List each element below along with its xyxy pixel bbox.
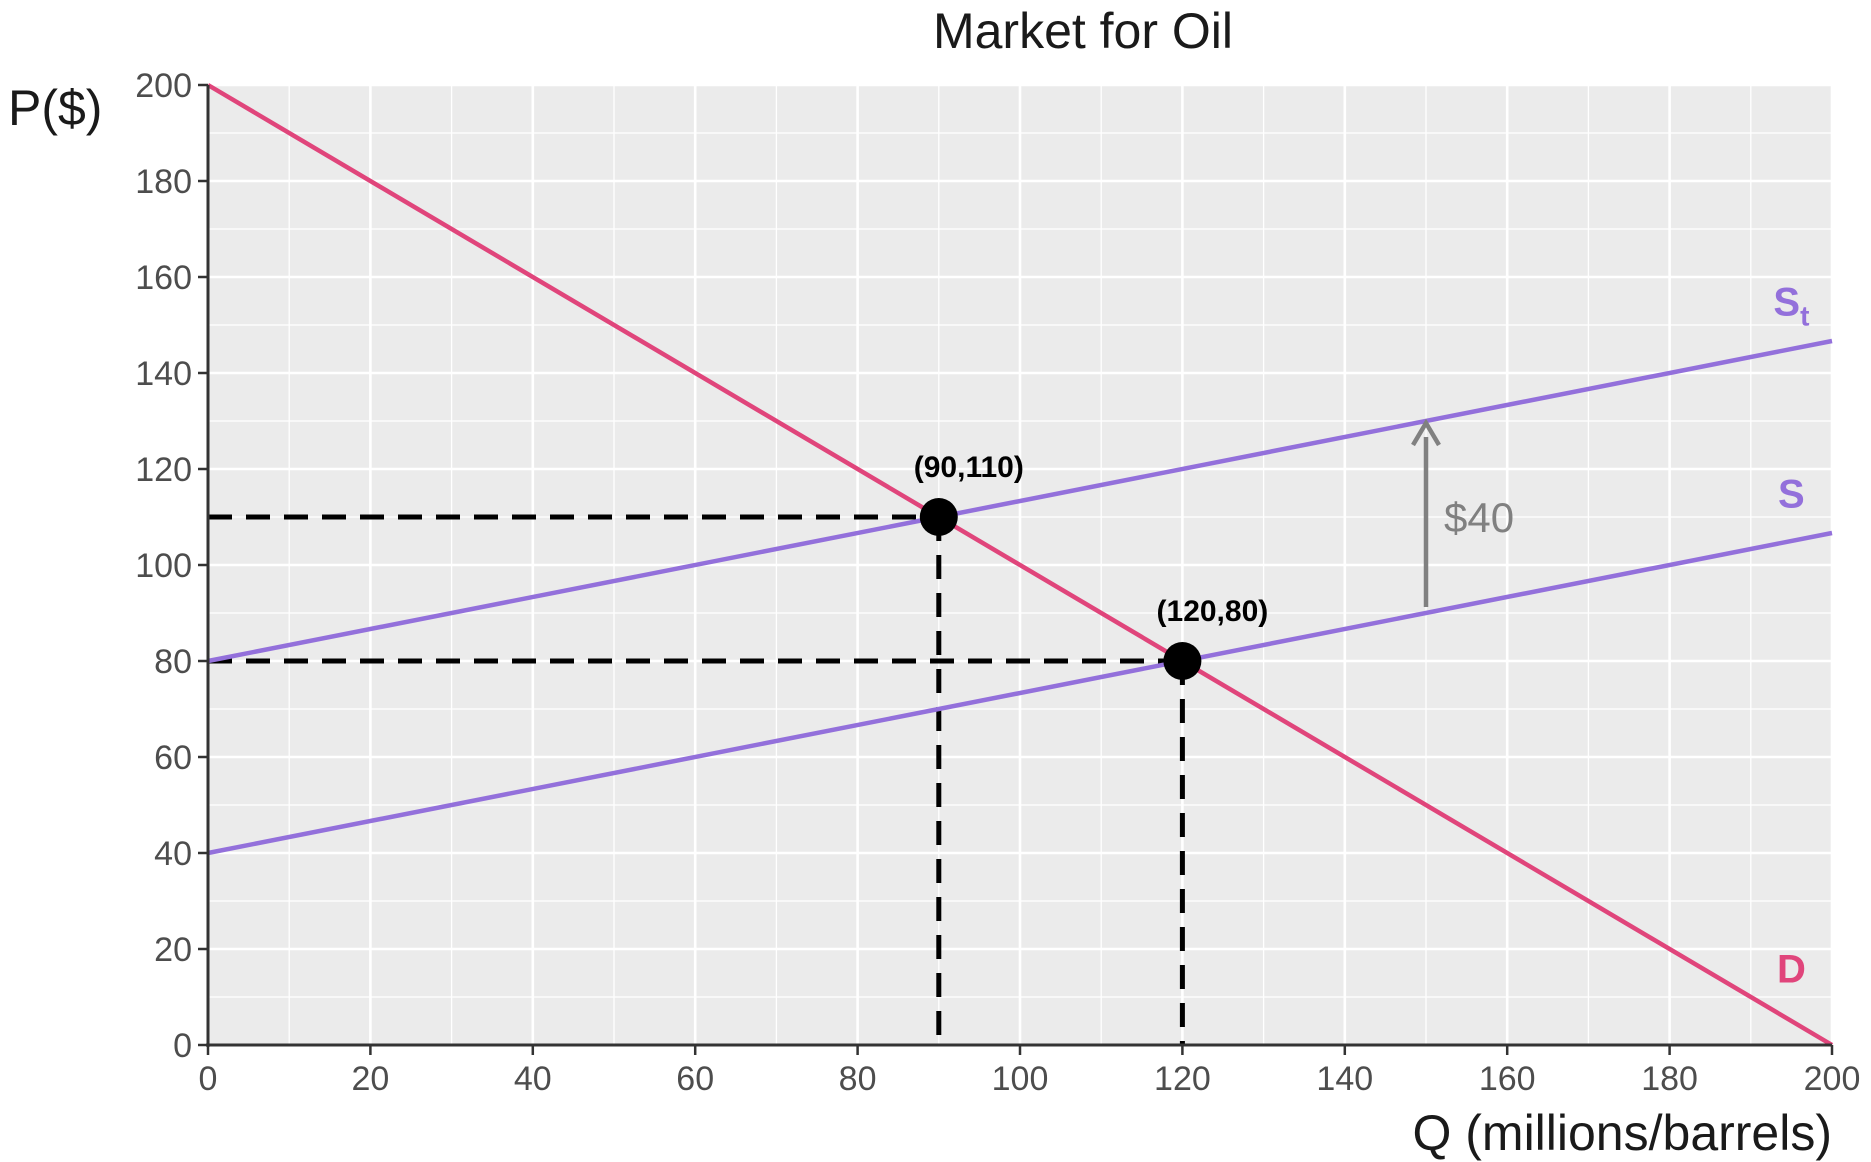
curve-label-st: St (1773, 280, 1809, 331)
x-tick-label: 160 (1479, 1060, 1536, 1098)
y-tick-label: 160 (135, 259, 192, 297)
y-tick-label: 100 (135, 547, 192, 585)
x-tick-label: 40 (514, 1060, 552, 1098)
supply-demand-curves: St S D (206, 83, 1834, 1047)
x-tick-label: 20 (351, 1060, 389, 1098)
y-axis-ticks: 0 20 40 60 80 100 120 140 160 180 200 (135, 67, 208, 1065)
y-tick-label: 140 (135, 355, 192, 393)
y-tick-label: 0 (173, 1027, 192, 1065)
shift-arrow-head (1411, 418, 1441, 447)
x-tick-label: 0 (199, 1060, 218, 1098)
y-tick-label: 20 (154, 931, 192, 969)
y-tick-label: 80 (154, 643, 192, 681)
x-tick-label: 120 (1154, 1060, 1211, 1098)
equilibrium-guide-lines (208, 514, 1185, 1045)
curve-st (207, 338, 1833, 664)
major-gridlines (206, 83, 1834, 1047)
y-tick-label: 60 (154, 739, 192, 777)
y-tick-label: 40 (154, 835, 192, 873)
point-label: (90,110) (914, 451, 1024, 484)
y-tick-label: 200 (135, 67, 192, 105)
equilibrium-point (1163, 642, 1202, 680)
curve-label-s: S (1778, 472, 1805, 516)
tax-shift-arrow: $40 (1411, 418, 1514, 607)
shift-label: $40 (1444, 494, 1514, 541)
x-tick-label: 60 (676, 1060, 714, 1098)
curve-d (206, 83, 1834, 1047)
x-tick-label: 200 (1804, 1060, 1861, 1098)
x-tick-label: 80 (839, 1060, 877, 1098)
x-tick-label: 140 (1316, 1060, 1373, 1098)
x-tick-label: 100 (992, 1060, 1049, 1098)
x-axis-ticks: 0 20 40 60 80 100 120 140 160 180 200 (199, 1045, 1861, 1098)
x-tick-label: 180 (1641, 1060, 1698, 1098)
y-tick-label: 180 (135, 163, 192, 201)
y-axis-title: P($) (8, 80, 102, 136)
y-tick-label: 120 (135, 451, 192, 489)
curve-label-subscript: t (1800, 300, 1809, 331)
point-label: (120,80) (1157, 595, 1269, 628)
chart-title: Market for Oil (933, 3, 1233, 59)
equilibrium-points: (90,110) (120,80) (914, 451, 1269, 680)
x-axis-title: Q (millions/barrels) (1412, 1105, 1832, 1161)
equilibrium-point (919, 498, 958, 536)
curve-label-d: D (1777, 948, 1806, 992)
curve-s (207, 530, 1833, 856)
